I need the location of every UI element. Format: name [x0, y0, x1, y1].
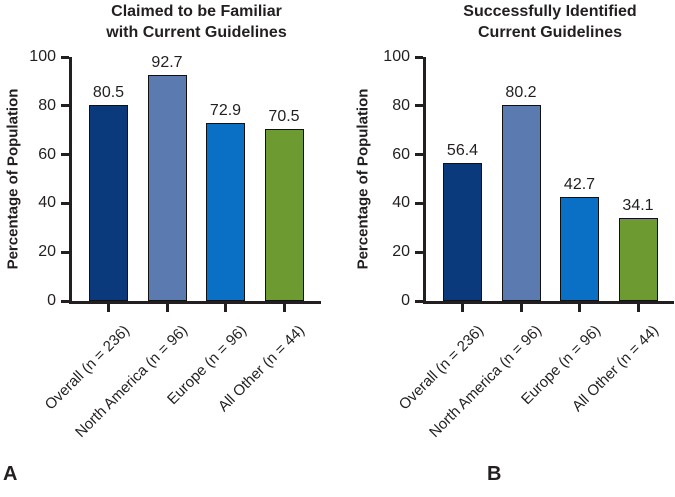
plot-area-b: 0 20 40 60 80 100 56.4 Overall (n = 236) 80.2 Nor… [383, 48, 674, 441]
panel-letter-a: A [3, 463, 18, 485]
y-tick-label: 80 [38, 96, 56, 114]
y-tick-label: 20 [392, 243, 410, 261]
y-tick-mark [415, 104, 423, 108]
y-tick-mark [415, 153, 423, 157]
bar-value-label: 34.1 [622, 196, 654, 214]
bar [443, 163, 482, 301]
y-tick-mark [415, 55, 423, 59]
bar [501, 105, 541, 301]
x-tick-mark [224, 304, 227, 312]
bar-value-label: 80.2 [505, 84, 537, 102]
x-tick-mark [282, 304, 286, 312]
chart-panel-a: Claimed to be Familiar with Current Guid… [0, 0, 337, 497]
y-tick-mark [61, 55, 69, 59]
y-tick-label: 100 [383, 48, 410, 65]
chart-title-line: Successfully Identified [463, 3, 637, 20]
panel-letter-b: B [487, 463, 502, 485]
x-tick-mark [519, 304, 523, 312]
chart-title-a: Claimed to be Familiar with Current Guid… [9, 1, 384, 43]
y-tick-mark [415, 250, 423, 254]
y-tick-label: 100 [29, 48, 56, 65]
bar-value-label: 70.5 [268, 107, 300, 125]
y-tick-label: 0 [401, 292, 410, 309]
bar-value-label: 56.4 [446, 142, 479, 160]
y-tick-mark [61, 299, 69, 303]
y-tick-mark [61, 153, 69, 157]
x-tick-mark [636, 304, 640, 312]
bar [206, 123, 245, 301]
bar-value-label: 72.9 [209, 102, 242, 120]
bar-value-label: 42.7 [563, 175, 596, 193]
y-tick-label: 80 [392, 96, 410, 114]
chart-title-line: Current Guidelines [477, 24, 623, 41]
bar [264, 128, 304, 301]
y-tick-mark [61, 104, 69, 108]
bar [618, 217, 658, 301]
chart-panel-b: Successfully Identified Current Guidelin… [337, 0, 675, 497]
x-tick-mark [165, 304, 169, 312]
y-tick-mark [415, 299, 423, 303]
x-tick-mark [107, 304, 110, 312]
bar-value-label: 92.7 [151, 53, 183, 71]
chart-title-line: with Current Guidelines [106, 24, 287, 41]
y-tick-mark [415, 201, 423, 205]
y-tick-label: 60 [38, 145, 56, 163]
y-tick-mark [61, 201, 69, 205]
y-tick-mark [61, 250, 69, 254]
y-tick-label: 40 [38, 194, 56, 212]
plot-area-a: 0 20 40 60 80 100 80.5 Overall (n = 236) 92.7 Nor… [29, 48, 321, 441]
y-tick-label: 60 [392, 145, 410, 163]
chart-title-b: Successfully Identified Current Guidelin… [363, 1, 675, 43]
y-tick-label: 20 [38, 243, 56, 261]
x-tick-mark [578, 304, 581, 312]
x-tick-mark [461, 304, 464, 312]
bar [89, 104, 128, 301]
bar [560, 196, 599, 301]
y-tick-label: 0 [47, 292, 56, 309]
bar [147, 74, 187, 301]
bar-value-label: 80.5 [92, 83, 125, 101]
y-tick-label: 40 [392, 194, 410, 212]
chart-title-line: Claimed to be Familiar [111, 3, 282, 20]
